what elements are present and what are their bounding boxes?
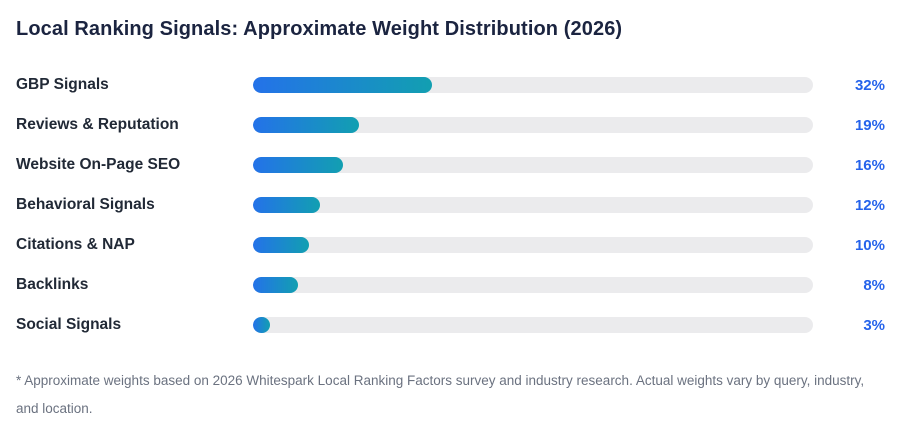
bar-fill	[253, 117, 360, 133]
row-label: Citations & NAP	[16, 236, 135, 253]
row-value: 12%	[854, 196, 885, 214]
bar-track	[253, 77, 813, 93]
bar-fill	[253, 77, 433, 93]
chart-row-social-signals: Social Signals 3%	[16, 305, 885, 345]
row-label: GBP Signals	[16, 76, 109, 93]
row-label: Reviews & Reputation	[16, 116, 179, 133]
bar-track	[253, 197, 813, 213]
bar-track	[253, 277, 813, 293]
row-value: 3%	[863, 316, 885, 334]
chart-row-behavioral-signals: Behavioral Signals 12%	[16, 185, 885, 225]
row-value: 32%	[854, 76, 885, 94]
chart-footnote: * Approximate weights based on 2026 Whit…	[16, 373, 865, 416]
chart-title: Local Ranking Signals: Approximate Weigh…	[16, 18, 623, 40]
bar-track	[253, 117, 813, 133]
bar-chart-rows: GBP Signals 32% Reviews & Reputation 19%…	[16, 65, 885, 345]
chart-row-reviews-reputation: Reviews & Reputation 19%	[16, 105, 885, 145]
row-label: Backlinks	[16, 276, 89, 293]
chart-row-backlinks: Backlinks 8%	[16, 265, 885, 305]
row-label: Behavioral Signals	[16, 196, 155, 213]
bar-track	[253, 157, 813, 173]
bar-track	[253, 237, 813, 253]
row-value: 19%	[854, 116, 885, 134]
row-value: 8%	[863, 276, 885, 294]
bar-fill	[253, 277, 298, 293]
chart-row-gbp-signals: GBP Signals 32%	[16, 65, 885, 105]
bar-fill	[253, 237, 309, 253]
chart-row-website-onpage-seo: Website On-Page SEO 16%	[16, 145, 885, 185]
row-label: Website On-Page SEO	[16, 156, 181, 173]
row-label: Social Signals	[16, 316, 122, 333]
bar-track	[253, 317, 813, 333]
bar-fill	[253, 197, 321, 213]
bar-fill	[253, 157, 343, 173]
bar-fill	[253, 317, 270, 333]
row-value: 16%	[854, 156, 885, 174]
chart-row-citations-nap: Citations & NAP 10%	[16, 225, 885, 265]
row-value: 10%	[854, 236, 885, 254]
